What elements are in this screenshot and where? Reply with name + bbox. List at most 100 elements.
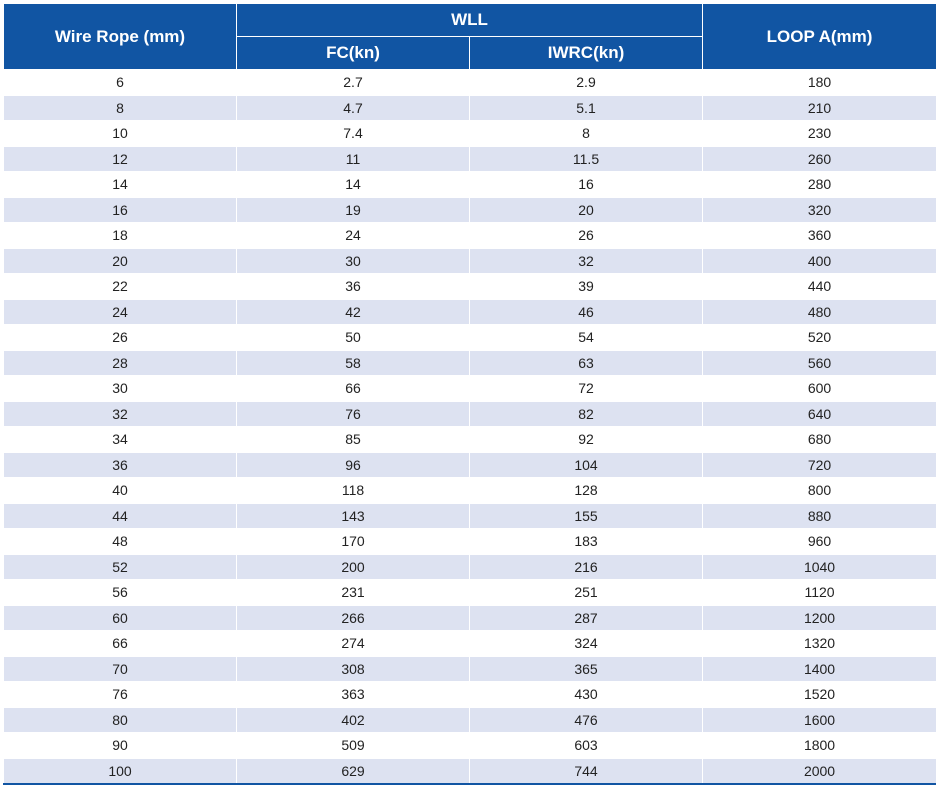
table-row: 8 4.7 5.1 210	[3, 94, 938, 121]
table-row: 90 509 603 1800	[3, 732, 938, 758]
cell-wire-rope: 14	[3, 171, 237, 197]
cell-wire-rope: 100	[3, 757, 237, 783]
cell-iwrc: 216	[468, 553, 704, 580]
wire-rope-table-container: Wire Rope (mm) WLL LOOP A(mm) FC(kn) IWR…	[3, 3, 938, 785]
table-row: 10 7.4 8 230	[3, 120, 938, 146]
table-row: 66 274 324 1320	[3, 630, 938, 656]
cell-fc: 30	[236, 247, 470, 274]
cell-wire-rope: 76	[3, 681, 237, 707]
cell-fc: 66	[236, 375, 470, 401]
table-row: 34 85 92 680	[3, 426, 938, 452]
cell-wire-rope: 90	[3, 732, 237, 758]
cell-iwrc: 26	[468, 222, 704, 248]
cell-fc: 509	[236, 732, 470, 758]
cell-fc: 200	[236, 553, 470, 580]
cell-wire-rope: 18	[3, 222, 237, 248]
table-row: 36 96 104 720	[3, 451, 938, 478]
cell-loop: 480	[702, 298, 938, 325]
cell-fc: 76	[236, 400, 470, 427]
cell-loop: 360	[702, 222, 938, 248]
cell-wire-rope: 32	[3, 400, 237, 427]
cell-wire-rope: 22	[3, 273, 237, 299]
cell-iwrc: 603	[468, 732, 704, 758]
cell-fc: 14	[236, 171, 470, 197]
cell-iwrc: 104	[468, 451, 704, 478]
cell-iwrc: 324	[468, 630, 704, 656]
cell-wire-rope: 12	[3, 145, 237, 172]
cell-iwrc: 183	[468, 528, 704, 554]
cell-loop: 280	[702, 171, 938, 197]
cell-iwrc: 72	[468, 375, 704, 401]
cell-loop: 1320	[702, 630, 938, 656]
cell-wire-rope: 40	[3, 477, 237, 503]
cell-wire-rope: 26	[3, 324, 237, 350]
table-header: Wire Rope (mm) WLL LOOP A(mm) FC(kn) IWR…	[3, 3, 938, 70]
cell-fc: 4.7	[236, 94, 470, 121]
cell-fc: 266	[236, 604, 470, 631]
cell-fc: 11	[236, 145, 470, 172]
cell-fc: 7.4	[236, 120, 470, 146]
table-row: 40 118 128 800	[3, 477, 938, 503]
table-body: 6 2.7 2.9 180 8 4.7 5.1 210 10 7.4 8 230 12 11 11.5 260…	[3, 69, 938, 783]
table-row: 60 266 287 1200	[3, 604, 938, 631]
cell-fc: 36	[236, 273, 470, 299]
wire-rope-table: Wire Rope (mm) WLL LOOP A(mm) FC(kn) IWR…	[3, 3, 938, 783]
cell-loop: 260	[702, 145, 938, 172]
cell-iwrc: 8	[468, 120, 704, 146]
cell-iwrc: 32	[468, 247, 704, 274]
cell-fc: 2.7	[236, 69, 470, 95]
cell-fc: 50	[236, 324, 470, 350]
cell-iwrc: 430	[468, 681, 704, 707]
cell-loop: 1120	[702, 579, 938, 605]
cell-fc: 170	[236, 528, 470, 554]
table-row: 18 24 26 360	[3, 222, 938, 248]
table-row: 26 50 54 520	[3, 324, 938, 350]
cell-wire-rope: 28	[3, 349, 237, 376]
table-row: 24 42 46 480	[3, 298, 938, 325]
cell-fc: 274	[236, 630, 470, 656]
cell-iwrc: 39	[468, 273, 704, 299]
cell-fc: 308	[236, 655, 470, 682]
table-row: 70 308 365 1400	[3, 655, 938, 682]
table-row: 28 58 63 560	[3, 349, 938, 376]
cell-fc: 363	[236, 681, 470, 707]
table-row: 80 402 476 1600	[3, 706, 938, 733]
cell-loop: 560	[702, 349, 938, 376]
header-loop: LOOP A(mm)	[702, 3, 938, 70]
cell-fc: 58	[236, 349, 470, 376]
cell-loop: 1400	[702, 655, 938, 682]
cell-iwrc: 155	[468, 502, 704, 529]
cell-fc: 231	[236, 579, 470, 605]
table-row: 16 19 20 320	[3, 196, 938, 223]
table-row: 6 2.7 2.9 180	[3, 69, 938, 95]
cell-wire-rope: 60	[3, 604, 237, 631]
table-row: 52 200 216 1040	[3, 553, 938, 580]
cell-loop: 720	[702, 451, 938, 478]
table-row: 56 231 251 1120	[3, 579, 938, 605]
cell-loop: 680	[702, 426, 938, 452]
cell-iwrc: 63	[468, 349, 704, 376]
bottom-rule	[3, 783, 936, 785]
cell-loop: 2000	[702, 757, 938, 783]
cell-loop: 440	[702, 273, 938, 299]
header-fc: FC(kn)	[236, 36, 470, 70]
cell-loop: 400	[702, 247, 938, 274]
header-wire-rope: Wire Rope (mm)	[3, 3, 237, 70]
cell-iwrc: 16	[468, 171, 704, 197]
cell-loop: 1040	[702, 553, 938, 580]
cell-loop: 230	[702, 120, 938, 146]
table-row: 32 76 82 640	[3, 400, 938, 427]
cell-loop: 880	[702, 502, 938, 529]
cell-loop: 180	[702, 69, 938, 95]
table-row: 100 629 744 2000	[3, 757, 938, 783]
cell-wire-rope: 44	[3, 502, 237, 529]
cell-loop: 520	[702, 324, 938, 350]
cell-iwrc: 476	[468, 706, 704, 733]
cell-iwrc: 128	[468, 477, 704, 503]
cell-iwrc: 2.9	[468, 69, 704, 95]
cell-loop: 320	[702, 196, 938, 223]
cell-fc: 402	[236, 706, 470, 733]
header-wll: WLL	[235, 3, 704, 37]
table-row: 30 66 72 600	[3, 375, 938, 401]
cell-fc: 85	[236, 426, 470, 452]
